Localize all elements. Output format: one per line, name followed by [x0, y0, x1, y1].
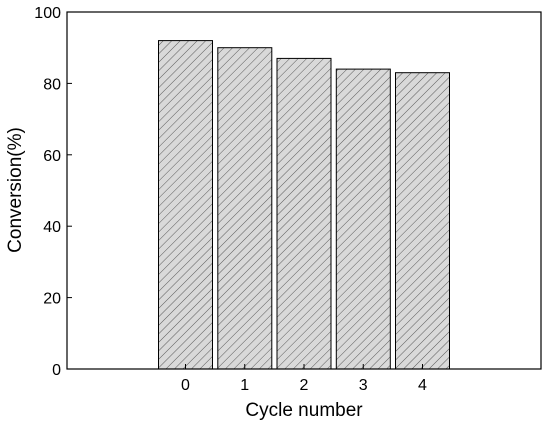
x-tick-label: 2 — [300, 377, 309, 394]
bar-0 — [158, 40, 213, 370]
bar-1 — [217, 47, 273, 370]
y-tick-label: 80 — [43, 76, 61, 93]
x-tick-label: 0 — [181, 377, 190, 394]
x-tick-label: 4 — [418, 377, 427, 394]
y-tick-label: 40 — [43, 219, 61, 236]
bar-3 — [335, 68, 391, 370]
x-axis-title: Cycle number — [245, 400, 363, 421]
y-tick-label: 0 — [52, 362, 61, 379]
y-axis-title: Conversion(%) — [5, 127, 26, 253]
y-tick-label: 60 — [43, 148, 61, 165]
plot-frame — [66, 11, 542, 370]
y-ticks-group: 0 20 40 60 80 100 — [34, 5, 72, 379]
x-tick-label: 3 — [359, 377, 368, 394]
y-tick-label: 20 — [43, 291, 61, 308]
x-tick-label: 1 — [240, 377, 249, 394]
y-tick-label: 100 — [34, 5, 61, 22]
x-ticks-group: 0 1 2 3 4 — [181, 364, 427, 394]
bar-2 — [276, 57, 332, 370]
bar-4 — [395, 72, 450, 370]
bars-group — [158, 40, 450, 370]
